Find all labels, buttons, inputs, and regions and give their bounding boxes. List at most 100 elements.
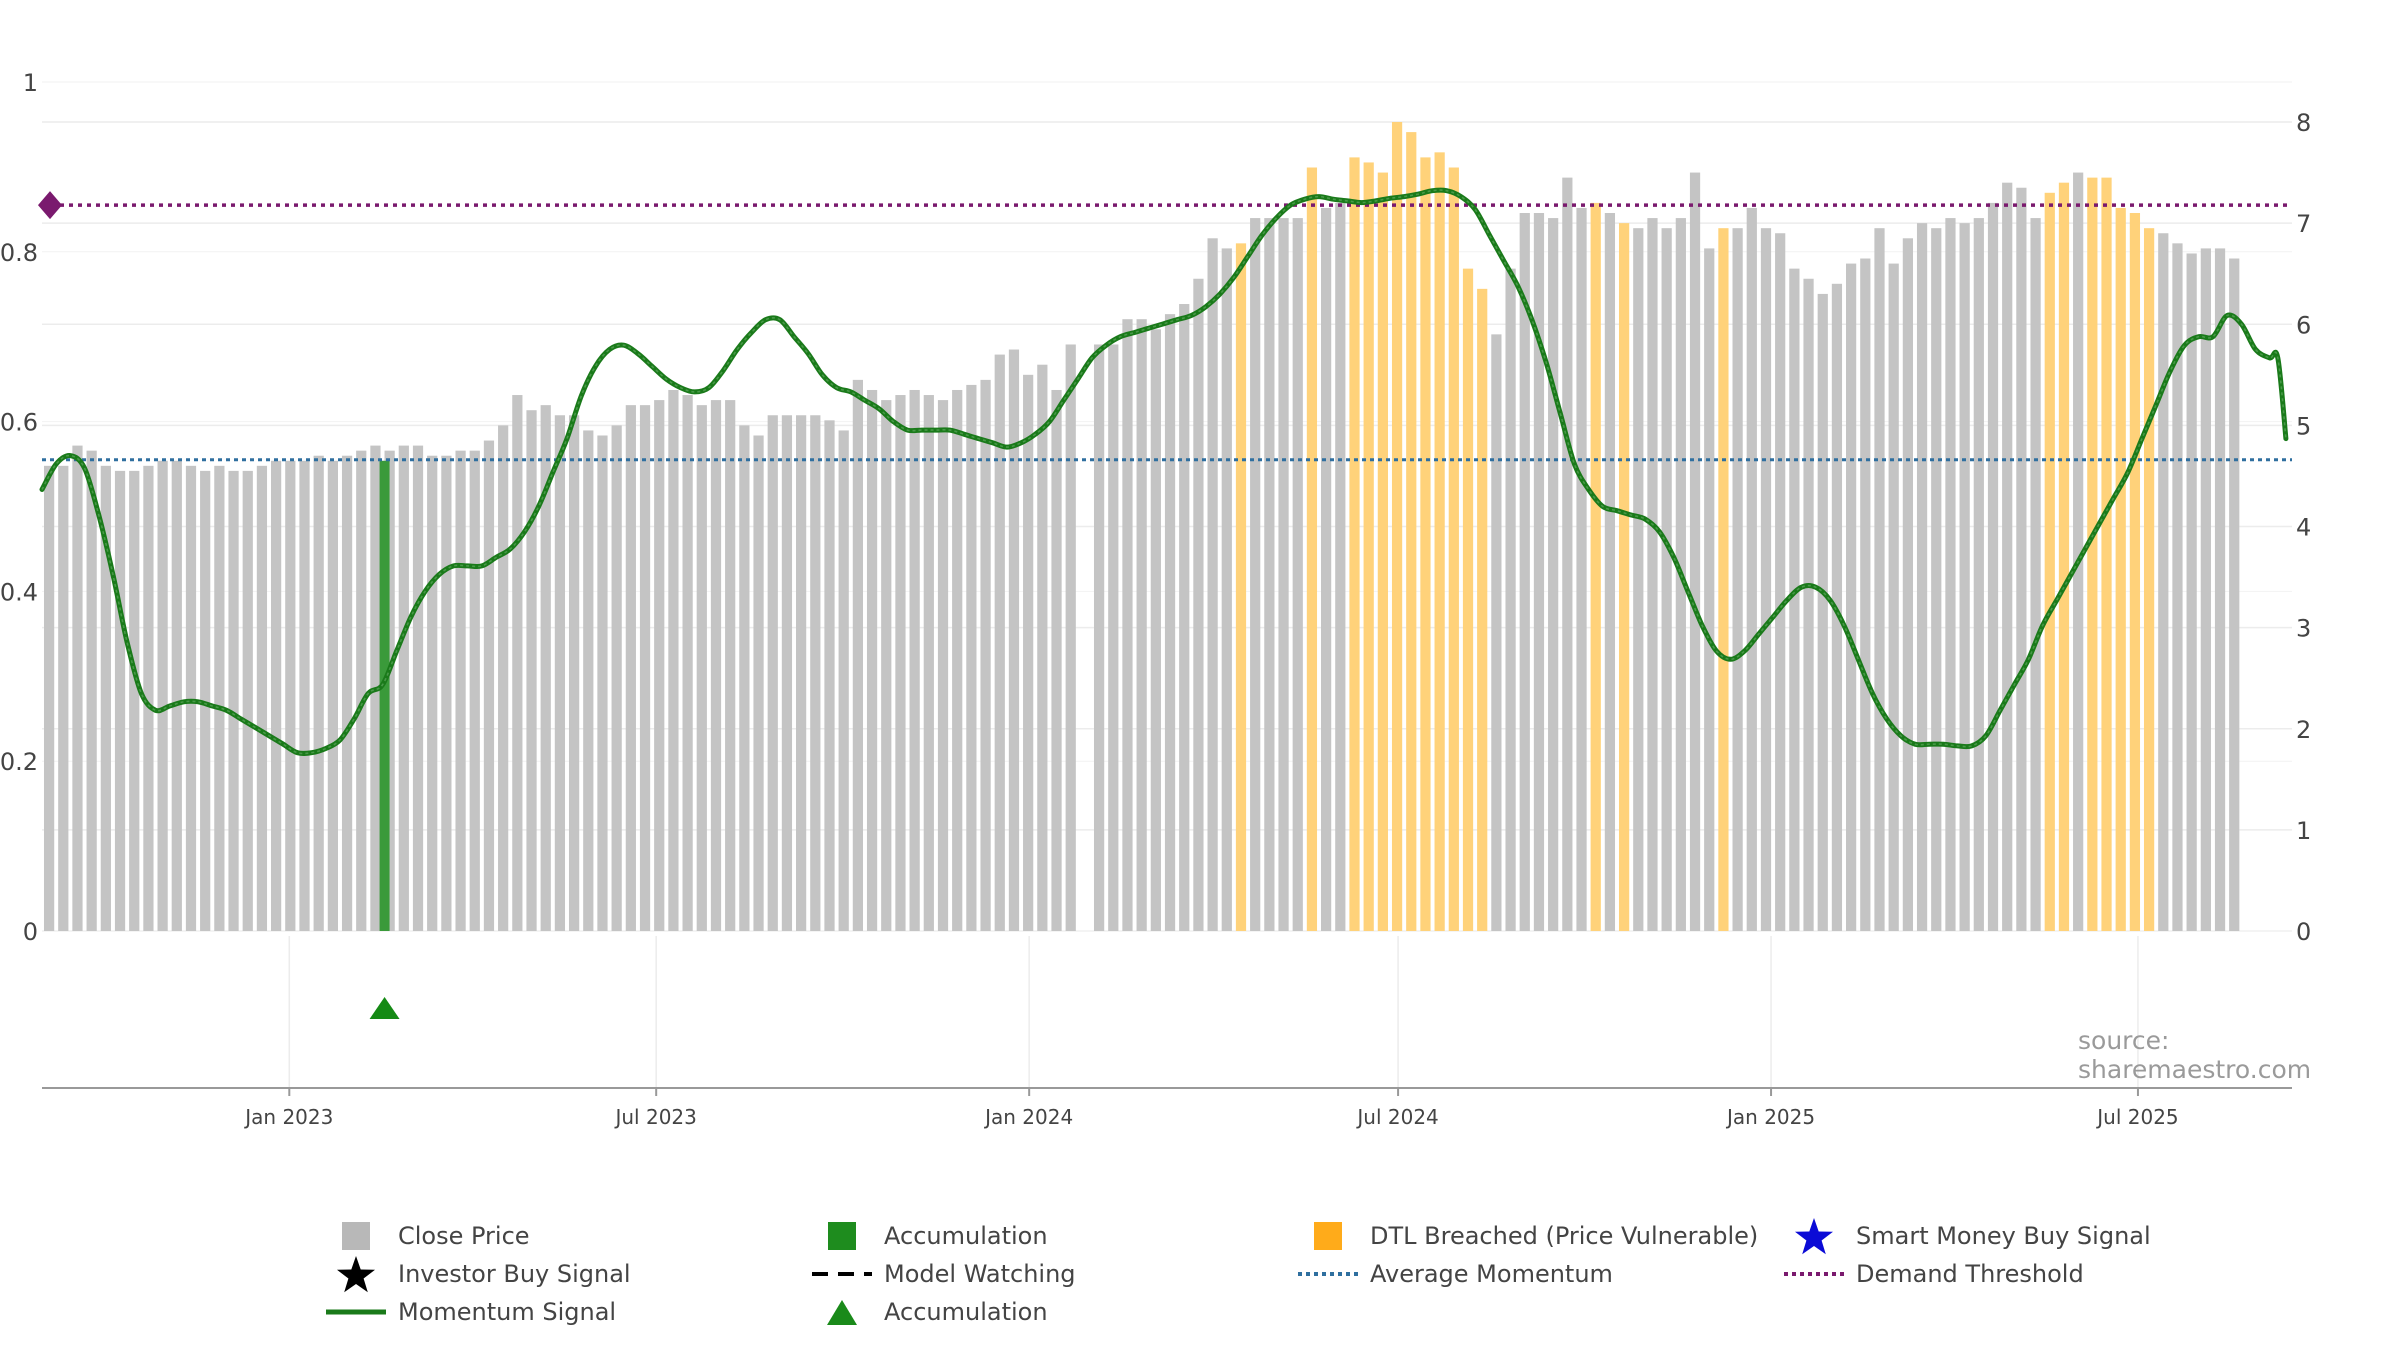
- dtl-bar: [2143, 228, 2155, 931]
- close-price-bar: [1150, 329, 1161, 931]
- close-price-bar: [1973, 218, 1984, 931]
- close-price-bar: [2200, 248, 2211, 931]
- close-price-bar: [1335, 202, 1346, 931]
- close-price-bar: [739, 425, 750, 932]
- dtl-bar: [2058, 182, 2070, 932]
- dtl-bar: [2115, 207, 2126, 931]
- reference-lines: [38, 191, 2292, 462]
- close-price-bar: [2172, 243, 2183, 932]
- close-price-bar: [384, 450, 395, 931]
- legend-item: Momentum Signal: [324, 1294, 616, 1330]
- close-price-bar: [2016, 187, 2027, 932]
- close-price-bar: [1760, 228, 1772, 931]
- legend-label: Accumulation: [884, 1222, 1048, 1250]
- close-price-bar: [228, 470, 239, 931]
- close-price-bar: [1817, 293, 1828, 931]
- left-tick-label: 0.8: [0, 239, 38, 267]
- close-price-bar: [2214, 248, 2226, 931]
- right-tick-label: 2: [2296, 716, 2311, 744]
- close-price-bar: [611, 425, 622, 932]
- close-price-bar: [639, 405, 651, 931]
- left-tick-label: 0.4: [0, 578, 38, 606]
- left-tick-label: 0.6: [0, 409, 38, 437]
- close-price-bar: [1902, 238, 1913, 932]
- close-price-bar: [781, 415, 793, 931]
- dtl-bar: [1618, 223, 1630, 932]
- right-tick-label: 0: [2296, 918, 2311, 946]
- x-tick-label: Jul 2023: [613, 1105, 696, 1129]
- close-price-bar: [1008, 349, 1020, 931]
- accumulation-bar: [379, 460, 390, 931]
- legend-item: Close Price: [324, 1218, 530, 1254]
- right-tick-label: 4: [2296, 514, 2311, 542]
- legend-item: Demand Threshold: [1782, 1256, 2084, 1292]
- right-tick-label: 1: [2296, 817, 2311, 845]
- left-tick-label: 0.2: [0, 748, 38, 776]
- legend-item: Smart Money Buy Signal: [1782, 1218, 2151, 1255]
- legend-label: Smart Money Buy Signal: [1856, 1222, 2151, 1250]
- close-price-bar: [1321, 207, 1332, 931]
- legend-square-icon: [810, 1218, 874, 1254]
- legend-item: Accumulation: [810, 1294, 1048, 1330]
- close-price-bar: [157, 460, 168, 931]
- dtl-bar: [1235, 243, 1247, 932]
- dtl-bar: [1349, 157, 1360, 931]
- close-price-bar: [1945, 218, 1956, 931]
- momentum-signal-highlight: [41, 189, 2287, 755]
- close-price-bar: [1704, 248, 1715, 931]
- close-price-bar: [1888, 263, 1899, 932]
- dtl-bar: [2101, 177, 2112, 931]
- close-price-bar: [1916, 223, 1928, 932]
- dtl-bar: [1391, 122, 1403, 931]
- close-price-bar: [1136, 319, 1147, 931]
- legend-label: Accumulation: [884, 1298, 1048, 1326]
- close-price-bar: [327, 460, 338, 931]
- legend-item: Investor Buy Signal: [324, 1256, 631, 1293]
- legend-item: Accumulation: [810, 1218, 1048, 1254]
- close-price-bar: [1604, 213, 1616, 931]
- chart: Jan 2023 Jul 2023 Jan 2024 Jul 2024 Jan 2025…: [0, 69, 2311, 1129]
- close-price-bar: [58, 465, 69, 931]
- legend-label: DTL Breached (Price Vulnerable): [1370, 1222, 1759, 1250]
- close-price-bar: [498, 425, 509, 932]
- close-price-bar: [1505, 268, 1516, 931]
- close-price-bar: [909, 389, 920, 932]
- accumulation-bars: [379, 460, 390, 931]
- close-price-bars: [43, 122, 2240, 932]
- close-price-bar: [753, 435, 764, 931]
- close-price-bar: [1207, 238, 1218, 932]
- close-price-bar: [625, 405, 636, 931]
- close-price-bar: [1846, 263, 1857, 932]
- dtl-bar: [1448, 167, 1459, 931]
- dtl-bar: [1590, 202, 1601, 931]
- close-price-bar: [1037, 364, 1048, 931]
- close-price-bar: [937, 400, 949, 932]
- close-price-bar: [1065, 344, 1076, 932]
- close-price-bar: [1264, 218, 1275, 931]
- x-tick-label: Jan 2025: [1725, 1105, 1815, 1129]
- legend-label: Demand Threshold: [1856, 1260, 2084, 1288]
- x-tick-label: Jul 2025: [2095, 1105, 2178, 1129]
- legend-label: Momentum Signal: [398, 1298, 617, 1326]
- close-price-bar: [583, 430, 594, 931]
- left-tick-label: 0: [23, 918, 38, 946]
- close-price-bar: [1292, 218, 1303, 931]
- legend-label: Close Price: [398, 1222, 530, 1250]
- close-price-bar: [2158, 233, 2169, 932]
- close-price-bar: [1519, 213, 1530, 931]
- close-price-bar: [100, 465, 111, 931]
- close-price-bar: [810, 415, 821, 931]
- close-price-bar: [1789, 268, 1800, 931]
- close-price-bar: [1548, 218, 1559, 931]
- close-price-bar: [966, 384, 977, 931]
- close-price-bar: [838, 430, 849, 931]
- close-price-bar: [597, 435, 608, 931]
- close-price-bar: [767, 415, 778, 931]
- close-price-bar: [214, 465, 225, 931]
- close-price-bar: [200, 470, 211, 931]
- close-price-bar: [696, 405, 707, 931]
- close-price-bar: [1874, 228, 1885, 931]
- close-price-bar: [1959, 223, 1970, 932]
- close-price-bar: [129, 470, 140, 931]
- accumulation-markers: [369, 997, 400, 1019]
